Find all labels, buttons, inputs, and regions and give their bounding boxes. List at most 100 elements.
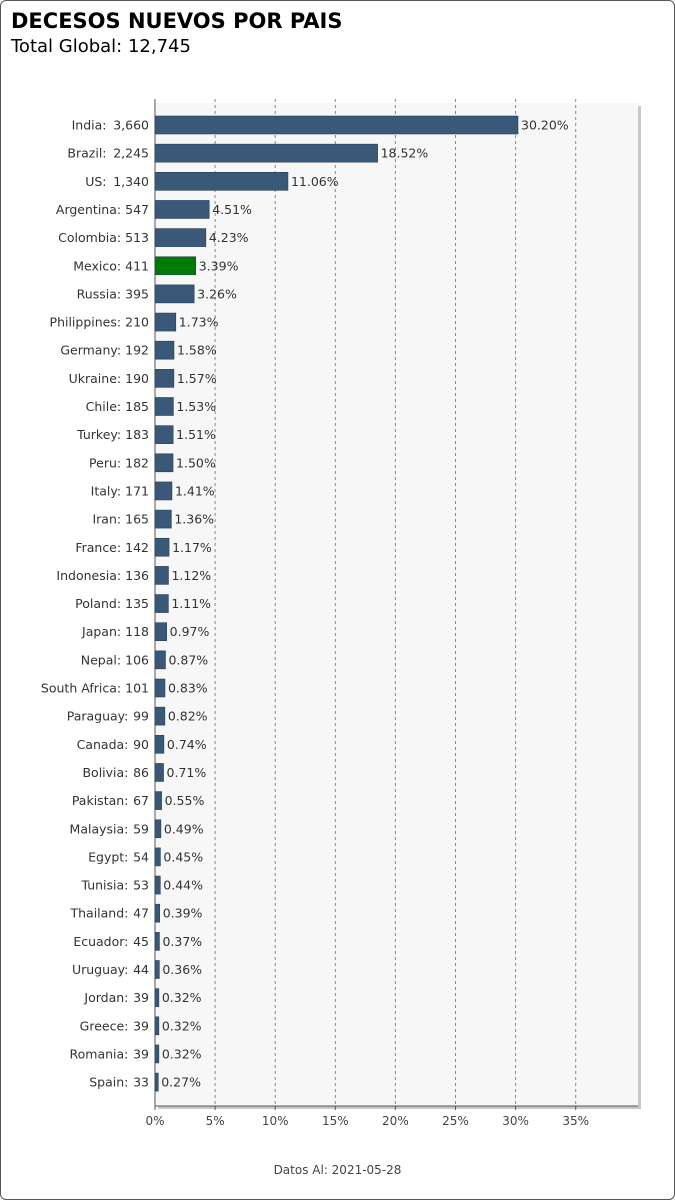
count-label: 210 bbox=[125, 315, 149, 330]
count-label: 135 bbox=[125, 596, 149, 611]
bar-ukraine bbox=[154, 369, 175, 388]
x-tick-label: 15% bbox=[322, 1114, 349, 1128]
value-label: 0.32% bbox=[162, 1018, 202, 1033]
value-label: 0.44% bbox=[163, 878, 203, 893]
category-label: Mexico: bbox=[73, 258, 121, 273]
value-label: 0.39% bbox=[163, 906, 203, 921]
count-label: 39 bbox=[133, 990, 149, 1005]
count-label: 190 bbox=[125, 371, 149, 386]
value-label: 0.32% bbox=[162, 1046, 202, 1061]
value-label: 1.57% bbox=[177, 371, 217, 386]
count-label: 33 bbox=[133, 1075, 149, 1090]
category-label: Russia: bbox=[77, 286, 121, 301]
value-label: 1.36% bbox=[174, 512, 214, 527]
category-label: Malaysia: bbox=[70, 821, 129, 836]
bar-mexico bbox=[154, 256, 197, 276]
x-tick-label: 25% bbox=[442, 1114, 469, 1128]
count-label: 136 bbox=[125, 568, 149, 583]
value-label: 0.71% bbox=[167, 765, 207, 780]
category-label: Germany: bbox=[60, 343, 121, 358]
count-label: 44 bbox=[133, 962, 149, 977]
count-label: 47 bbox=[133, 906, 149, 921]
count-label: 45 bbox=[133, 934, 149, 949]
value-label: 0.32% bbox=[162, 990, 202, 1005]
category-label: Ecuador: bbox=[73, 934, 128, 949]
value-label: 0.83% bbox=[168, 681, 208, 696]
bar-france bbox=[154, 537, 170, 557]
count-label: 67 bbox=[133, 793, 149, 808]
count-label: 118 bbox=[125, 624, 149, 639]
count-label: 411 bbox=[125, 258, 149, 273]
bar-canada bbox=[154, 734, 165, 754]
bar-thailand bbox=[154, 903, 160, 923]
bar-indonesia bbox=[154, 566, 169, 585]
value-label: 1.11% bbox=[171, 596, 211, 611]
value-label: 30.20% bbox=[521, 118, 569, 133]
x-tick-label: 5% bbox=[206, 1114, 225, 1128]
value-label: 3.26% bbox=[197, 286, 237, 301]
value-label: 1.17% bbox=[172, 540, 212, 555]
value-label: 0.74% bbox=[167, 737, 207, 752]
value-label: 1.53% bbox=[176, 399, 216, 414]
count-label: 171 bbox=[125, 483, 149, 498]
value-label: 11.06% bbox=[291, 174, 339, 189]
count-label: 2,245 bbox=[113, 146, 149, 161]
bar-italy bbox=[154, 481, 173, 501]
bar-colombia bbox=[154, 228, 207, 247]
category-label: Turkey: bbox=[76, 427, 121, 442]
bar-brazil bbox=[154, 143, 378, 163]
count-label: 90 bbox=[133, 737, 149, 752]
category-label: France: bbox=[75, 540, 121, 555]
bar-philippines bbox=[154, 312, 177, 332]
bar-ecuador bbox=[154, 932, 160, 951]
count-label: 53 bbox=[133, 878, 149, 893]
count-label: 185 bbox=[125, 399, 149, 414]
bar-russia bbox=[154, 284, 195, 304]
category-label: South Africa: bbox=[41, 681, 121, 696]
value-label: 0.97% bbox=[170, 624, 210, 639]
count-label: 54 bbox=[133, 849, 149, 864]
value-label: 1.41% bbox=[175, 483, 215, 498]
category-label: Peru: bbox=[89, 455, 121, 470]
category-label: Thailand: bbox=[69, 906, 128, 921]
bar-germany bbox=[154, 340, 175, 360]
value-label: 0.49% bbox=[164, 821, 204, 836]
count-label: 39 bbox=[133, 1018, 149, 1033]
category-label: Brazil: bbox=[67, 146, 106, 161]
category-label: Nepal: bbox=[81, 652, 121, 667]
count-label: 1,340 bbox=[113, 174, 149, 189]
count-label: 183 bbox=[125, 427, 149, 442]
x-tick-label: 20% bbox=[382, 1114, 409, 1128]
value-label: 0.45% bbox=[163, 849, 203, 864]
x-tick-label: 35% bbox=[562, 1114, 589, 1128]
count-label: 99 bbox=[133, 709, 149, 724]
bar-india bbox=[154, 115, 519, 135]
bar-poland bbox=[154, 594, 169, 613]
category-label: Iran: bbox=[92, 512, 121, 527]
value-label: 1.73% bbox=[179, 315, 219, 330]
bar-japan bbox=[154, 622, 167, 642]
count-label: 101 bbox=[125, 681, 149, 696]
category-label: Italy: bbox=[91, 483, 121, 498]
category-label: Paraguay: bbox=[67, 709, 129, 724]
category-label: Japan: bbox=[81, 624, 121, 639]
value-label: 0.27% bbox=[161, 1075, 201, 1090]
count-label: 165 bbox=[125, 512, 149, 527]
value-label: 0.82% bbox=[168, 709, 208, 724]
count-label: 39 bbox=[133, 1046, 149, 1061]
category-label: Poland: bbox=[75, 596, 121, 611]
bar-bolivia bbox=[154, 763, 164, 782]
bar-nepal bbox=[154, 650, 166, 670]
value-label: 4.51% bbox=[212, 202, 252, 217]
count-label: 106 bbox=[125, 652, 149, 667]
bar-uruguay bbox=[154, 960, 160, 979]
x-tick-label: 10% bbox=[262, 1114, 289, 1128]
x-tick-label: 0% bbox=[145, 1114, 164, 1128]
count-label: 513 bbox=[125, 230, 149, 245]
bar-greece bbox=[154, 1016, 160, 1036]
category-label: Romania: bbox=[70, 1046, 129, 1061]
value-label: 3.39% bbox=[199, 258, 239, 273]
value-label: 1.51% bbox=[176, 427, 216, 442]
category-label: Philippines: bbox=[50, 315, 122, 330]
